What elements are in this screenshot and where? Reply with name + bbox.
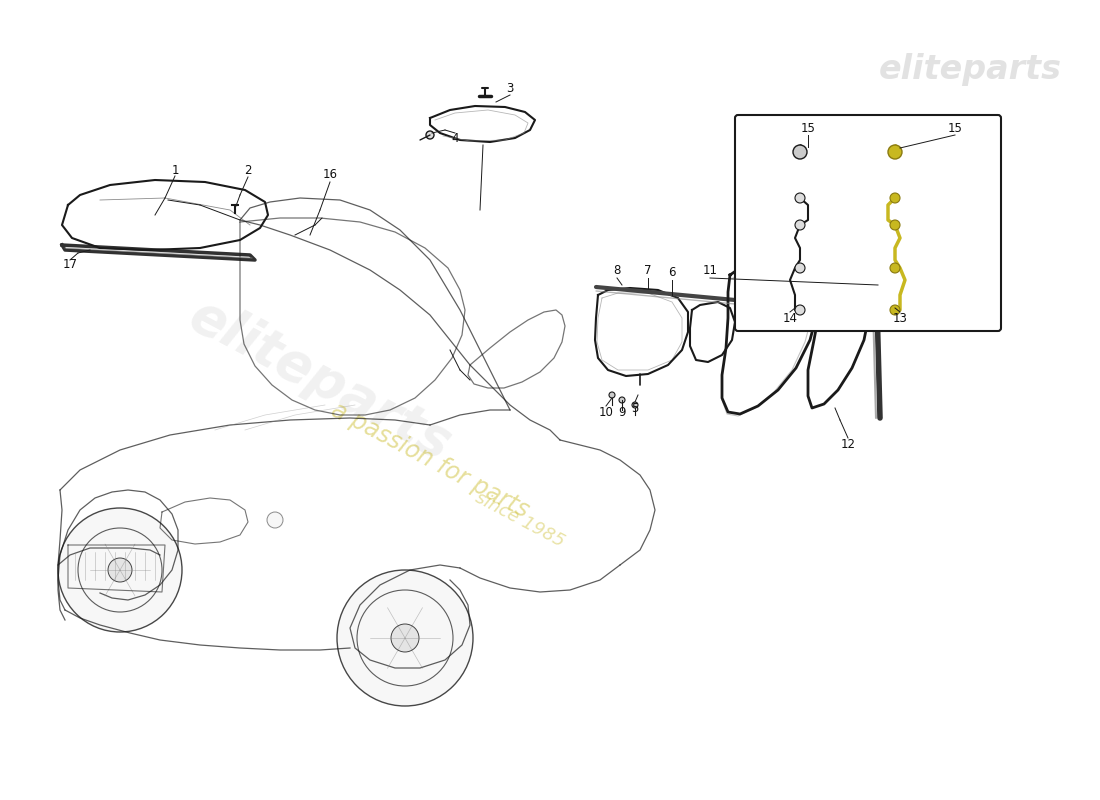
Circle shape	[890, 263, 900, 273]
Text: 3: 3	[506, 82, 514, 94]
Circle shape	[890, 305, 900, 315]
Circle shape	[890, 193, 900, 203]
Text: eliteparts: eliteparts	[180, 290, 460, 470]
Text: eliteparts: eliteparts	[879, 54, 1062, 86]
Circle shape	[795, 263, 805, 273]
Circle shape	[888, 145, 902, 159]
Text: 9: 9	[618, 406, 626, 418]
Text: 15: 15	[801, 122, 815, 134]
Circle shape	[619, 397, 625, 403]
Circle shape	[267, 512, 283, 528]
Circle shape	[632, 402, 638, 408]
Text: 11: 11	[703, 263, 717, 277]
Circle shape	[795, 193, 805, 203]
Circle shape	[337, 570, 473, 706]
FancyBboxPatch shape	[735, 115, 1001, 331]
Text: a passion for parts: a passion for parts	[327, 398, 534, 522]
Circle shape	[609, 392, 615, 398]
Text: 5: 5	[631, 402, 639, 414]
Text: 14: 14	[782, 311, 797, 325]
Text: 2: 2	[244, 163, 252, 177]
Text: since 1985: since 1985	[472, 489, 568, 551]
Text: 6: 6	[669, 266, 675, 278]
Circle shape	[58, 508, 182, 632]
Circle shape	[390, 624, 419, 652]
Text: 15: 15	[947, 122, 962, 134]
Text: 16: 16	[322, 169, 338, 182]
Circle shape	[795, 305, 805, 315]
Text: 7: 7	[645, 263, 651, 277]
Text: 1: 1	[172, 163, 178, 177]
Text: 4: 4	[451, 131, 459, 145]
Circle shape	[426, 131, 434, 139]
Text: 17: 17	[63, 258, 77, 271]
Circle shape	[108, 558, 132, 582]
Text: 10: 10	[598, 406, 614, 418]
Text: 12: 12	[840, 438, 856, 451]
Text: 13: 13	[892, 311, 907, 325]
Circle shape	[890, 220, 900, 230]
Text: 8: 8	[614, 263, 620, 277]
Circle shape	[795, 220, 805, 230]
Circle shape	[793, 145, 807, 159]
